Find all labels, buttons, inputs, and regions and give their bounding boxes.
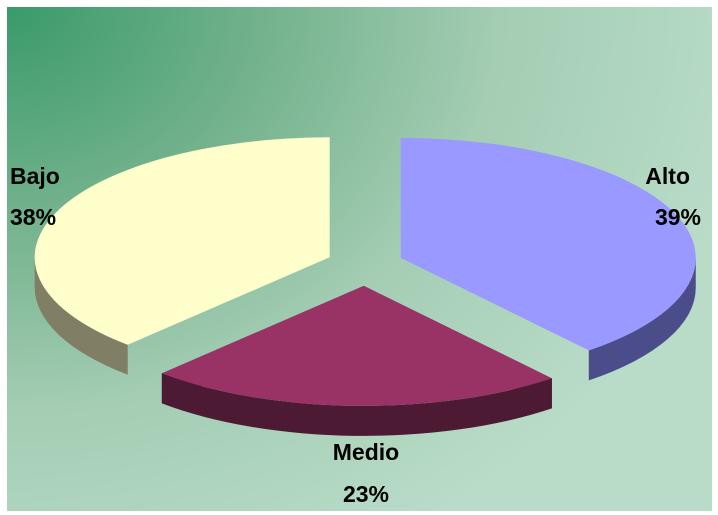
slice-bajo (34, 137, 330, 345)
slice-side-alto (588, 257, 696, 381)
slice-medio (161, 285, 552, 406)
slice-label-bajo-percent: 38% (10, 204, 56, 230)
pie-tops (34, 137, 696, 406)
slice-label-medio-percent: 23% (343, 481, 389, 507)
slice-label-bajo-name: Bajo (10, 163, 60, 189)
slice-side-bajo (34, 257, 128, 375)
slice-label-alto-percent: 39% (655, 204, 701, 230)
slice-alto (400, 137, 696, 351)
slice-label-alto-name: Alto (645, 163, 690, 189)
slice-label-medio-name: Medio (333, 439, 399, 465)
slice-side-medio (161, 373, 552, 436)
